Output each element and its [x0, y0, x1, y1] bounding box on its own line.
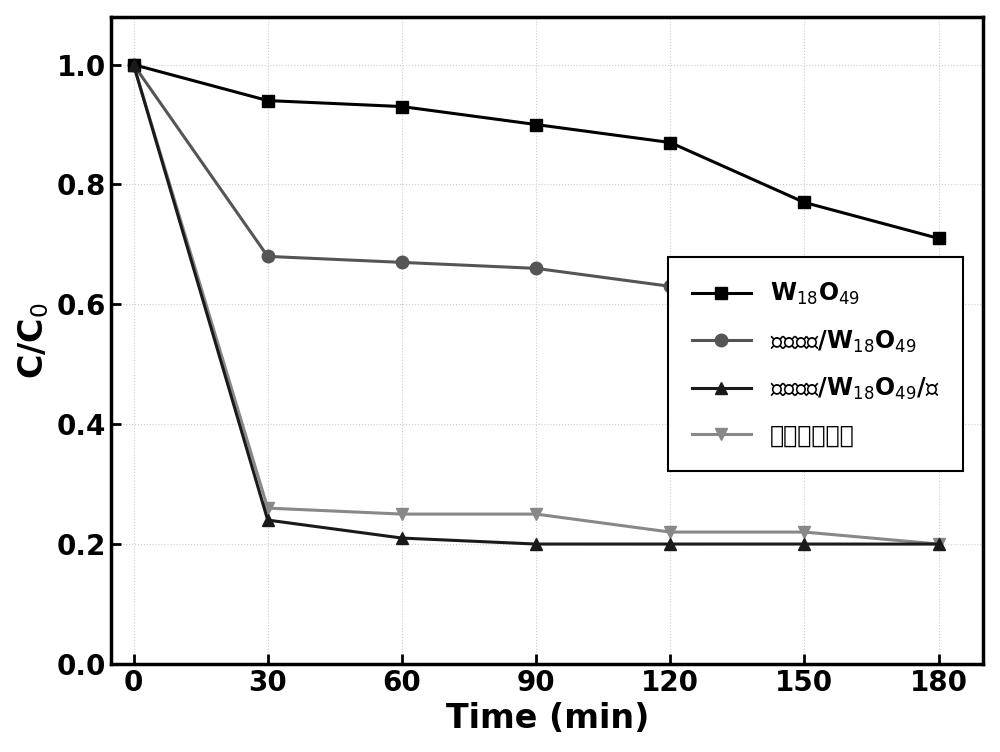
碳量子点/W$_{18}$O$_{49}$/碳: [530, 539, 542, 548]
碳量子点/W$_{18}$O$_{49}$/碳: [798, 539, 810, 548]
多孔碳吸附剂: [933, 539, 945, 548]
碳量子点/W$_{18}$O$_{49}$: [933, 300, 945, 309]
Line: 碳量子点/W$_{18}$O$_{49}$: 碳量子点/W$_{18}$O$_{49}$: [127, 59, 945, 311]
多孔碳吸附剂: [262, 504, 274, 513]
W$_{18}$O$_{49}$: [128, 60, 140, 69]
W$_{18}$O$_{49}$: [798, 198, 810, 207]
W$_{18}$O$_{49}$: [530, 120, 542, 129]
碳量子点/W$_{18}$O$_{49}$: [798, 300, 810, 309]
碳量子点/W$_{18}$O$_{49}$: [664, 282, 676, 291]
多孔碳吸附剂: [530, 510, 542, 519]
碳量子点/W$_{18}$O$_{49}$: [128, 60, 140, 69]
碳量子点/W$_{18}$O$_{49}$: [530, 264, 542, 273]
碳量子点/W$_{18}$O$_{49}$/碳: [664, 539, 676, 548]
X-axis label: Time (min): Time (min): [446, 702, 649, 735]
碳量子点/W$_{18}$O$_{49}$/碳: [128, 60, 140, 69]
多孔碳吸附剂: [798, 528, 810, 537]
W$_{18}$O$_{49}$: [664, 138, 676, 147]
Line: 碳量子点/W$_{18}$O$_{49}$/碳: 碳量子点/W$_{18}$O$_{49}$/碳: [127, 59, 945, 550]
多孔碳吸附剂: [396, 510, 408, 519]
Y-axis label: C/C$_0$: C/C$_0$: [17, 302, 51, 379]
Line: 多孔碳吸附剂: 多孔碳吸附剂: [127, 59, 945, 550]
碳量子点/W$_{18}$O$_{49}$/碳: [396, 534, 408, 543]
碳量子点/W$_{18}$O$_{49}$: [396, 258, 408, 267]
W$_{18}$O$_{49}$: [262, 96, 274, 105]
W$_{18}$O$_{49}$: [396, 102, 408, 111]
Legend: W$_{18}$O$_{49}$, 碳量子点/W$_{18}$O$_{49}$, 碳量子点/W$_{18}$O$_{49}$/碳, 多孔碳吸附剂: W$_{18}$O$_{49}$, 碳量子点/W$_{18}$O$_{49}$,…: [668, 257, 963, 471]
多孔碳吸附剂: [128, 60, 140, 69]
碳量子点/W$_{18}$O$_{49}$/碳: [933, 539, 945, 548]
多孔碳吸附剂: [664, 528, 676, 537]
Line: W$_{18}$O$_{49}$: W$_{18}$O$_{49}$: [127, 59, 945, 244]
碳量子点/W$_{18}$O$_{49}$/碳: [262, 516, 274, 525]
W$_{18}$O$_{49}$: [933, 234, 945, 243]
碳量子点/W$_{18}$O$_{49}$: [262, 252, 274, 261]
